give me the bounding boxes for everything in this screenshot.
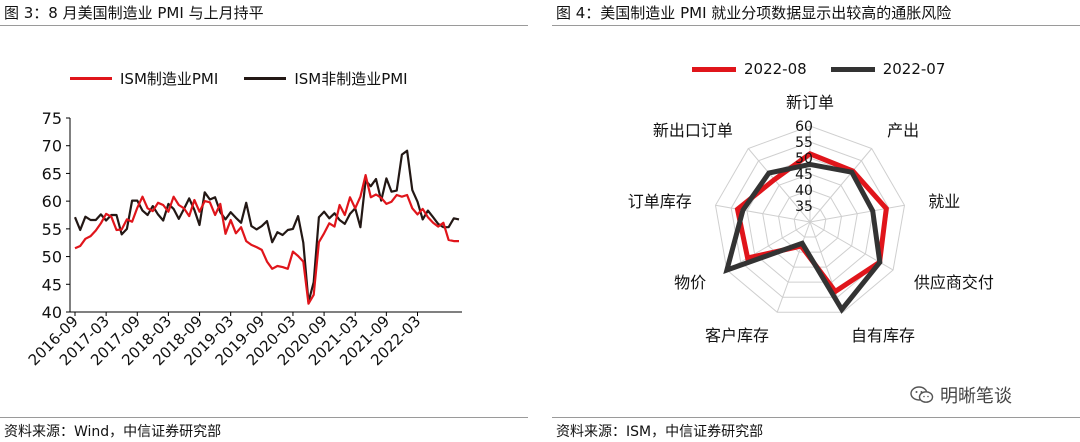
source-divider [0, 417, 528, 418]
radial-tick-label: 35 [795, 199, 813, 215]
source-note: 资料来源：ISM，中信证券研究部 [556, 424, 764, 440]
y-tick-label: 40 [42, 303, 62, 322]
category-label: 新订单 [786, 93, 834, 112]
legend-label: ISM制造业PMI [120, 70, 219, 88]
right-chart-panel: 图 4：美国制造业 PMI 就业分项数据显示出较高的通胀风险 2022-08 2… [552, 0, 1080, 442]
y-tick-label: 45 [42, 275, 62, 294]
legend-swatch [70, 77, 112, 80]
radial-tick-label: 40 [795, 183, 813, 199]
chart-legend: 2022-08 2022-07 [692, 60, 945, 78]
y-tick-label: 70 [42, 137, 62, 156]
radial-tick-label: 55 [795, 135, 813, 151]
series-line-ism-non-manufacturing [73, 149, 460, 304]
legend-item: ISM制造业PMI [70, 68, 218, 89]
watermark: 明晰笔谈 [910, 382, 1012, 408]
radar-series-2022-07 [723, 161, 883, 314]
left-chart-panel: 图 3：8 月美国制造业 PMI 与上月持平 ISM制造业PMI ISM非制造业… [0, 0, 528, 442]
line-chart: 40455055606570752016-092017-032017-09201… [25, 109, 462, 369]
category-label: 自有库存 [851, 326, 915, 345]
category-label: 订单库存 [628, 192, 692, 211]
category-label: 供应商交付 [914, 273, 994, 292]
legend-swatch [692, 66, 736, 72]
chart-title: 图 4：美国制造业 PMI 就业分项数据显示出较高的通胀风险 [556, 4, 952, 22]
chart-title: 图 3：8 月美国制造业 PMI 与上月持平 [4, 4, 264, 22]
radar-grid-ring [762, 173, 858, 268]
radar-spoke [726, 221, 811, 271]
radial-tick-label: 50 [795, 151, 813, 167]
radar-spoke [809, 204, 905, 223]
category-label: 产出 [887, 121, 919, 140]
radial-tick-label: 45 [795, 167, 813, 183]
y-tick-label: 65 [42, 164, 62, 183]
radar-spoke [715, 204, 811, 223]
radar-spoke [747, 148, 811, 223]
legend-item: ISM非制造业PMI [244, 68, 408, 89]
radial-tick-label: 60 [795, 119, 813, 135]
title-divider [552, 25, 1080, 26]
category-label: 物价 [674, 273, 706, 292]
radar-grid-ring [793, 205, 827, 238]
category-label: 就业 [928, 192, 960, 211]
radar-spoke [776, 221, 811, 313]
watermark-text: 明晰笔谈 [940, 386, 1012, 407]
legend-label: 2022-07 [882, 60, 946, 78]
y-tick-label: 75 [42, 109, 62, 128]
wechat-icon [910, 386, 934, 403]
category-label: 客户库存 [705, 326, 769, 345]
legend-swatch [244, 77, 287, 80]
title-divider [0, 25, 528, 26]
legend-item: 2022-08 [692, 60, 807, 78]
source-divider [552, 417, 1080, 418]
legend-item: 2022-07 [830, 60, 946, 78]
y-tick-label: 55 [42, 220, 62, 239]
chart-legend: ISM制造业PMI ISM非制造业PMI [70, 68, 408, 89]
radar-spoke [809, 148, 873, 223]
legend-label: ISM非制造业PMI [294, 70, 408, 88]
y-tick-label: 50 [42, 248, 62, 267]
legend-swatch [830, 66, 875, 72]
radar-grid-ring [714, 125, 906, 313]
legend-label: 2022-08 [744, 60, 807, 78]
source-note: 资料来源：Wind，中信证券研究部 [4, 424, 222, 440]
radar-grid-ring [730, 141, 890, 298]
category-label: 新出口订单 [653, 121, 733, 140]
y-tick-label: 60 [42, 192, 62, 211]
series-line-ism-manufacturing [74, 174, 459, 305]
